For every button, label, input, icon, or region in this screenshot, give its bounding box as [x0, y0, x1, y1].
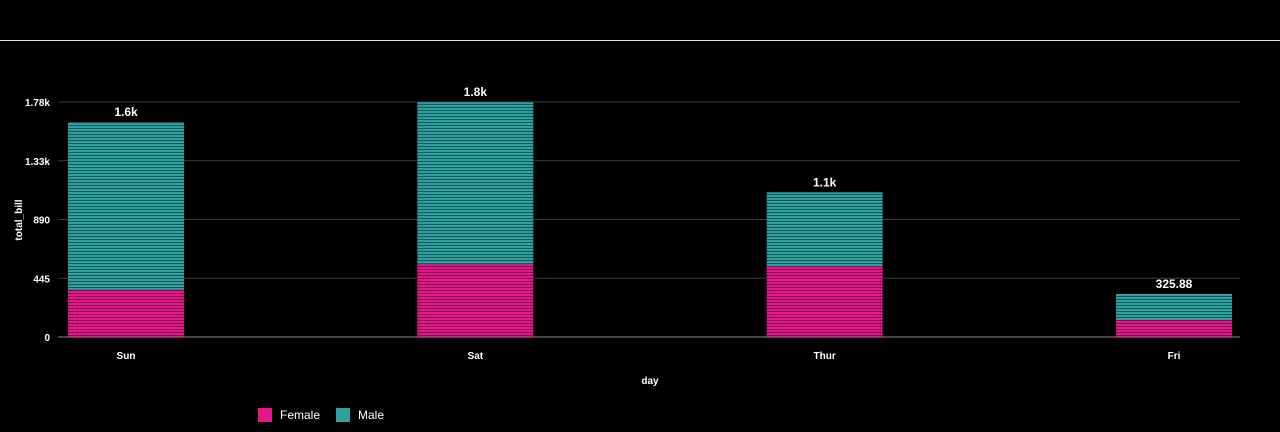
total-label: 1.6k	[114, 105, 138, 119]
bar-female-thur	[766, 266, 883, 337]
x-tick-label: Fri	[1168, 351, 1181, 362]
total-label: 1.8k	[464, 85, 488, 99]
bar-male-sat	[417, 102, 534, 265]
legend-label-male: Male	[358, 408, 385, 422]
legend-swatch-male	[336, 408, 351, 422]
stacked-bar-chart: 0 445 890 1.33k 1.78k total_bill 1.6k Sun 1.8k Sa…	[14, 85, 1240, 387]
chart-legend: Female Male	[258, 408, 384, 422]
x-tick-label: Sat	[468, 351, 484, 362]
x-tick-label: Thur	[814, 351, 836, 362]
bar-female-sat	[417, 264, 534, 337]
y-tick-label: 445	[33, 274, 50, 285]
legend-swatch-female	[258, 408, 272, 422]
x-tick-label: Sun	[117, 351, 136, 362]
legend-item-male[interactable]: Male	[336, 408, 384, 422]
bar-female-fri	[1116, 320, 1232, 337]
bar-male-thur	[766, 192, 883, 267]
y-tick-label: 1.33k	[25, 157, 50, 168]
header-divider	[0, 40, 1280, 41]
legend-item-female[interactable]: Female	[258, 408, 320, 422]
total-label: 1.1k	[813, 175, 837, 189]
legend-label-female: Female	[280, 408, 321, 422]
y-axis-title: total_bill	[14, 199, 25, 240]
bar-female-sun	[68, 289, 184, 337]
y-tick-label: 0	[44, 333, 50, 344]
x-axis-title: day	[641, 376, 659, 387]
y-tick-label: 890	[33, 216, 50, 227]
y-tick-label: 1.78k	[25, 98, 50, 109]
bar-male-sun	[68, 122, 184, 290]
bar-male-fri	[1116, 293, 1232, 321]
total-label: 325.88	[1156, 277, 1193, 291]
